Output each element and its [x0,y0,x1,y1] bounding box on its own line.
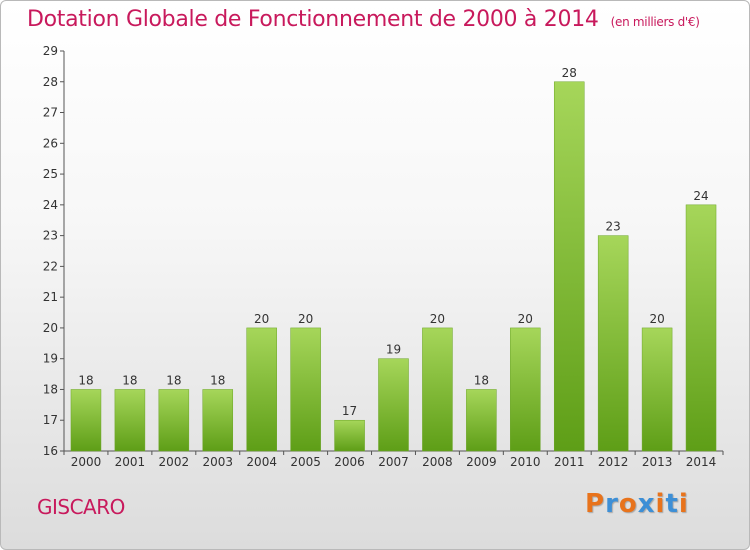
bar-value-label: 18 [210,373,225,387]
bar-value-label: 17 [342,404,357,418]
bar-2012 [597,235,629,452]
x-tick-label: 2012 [598,455,629,469]
logo-letter: r [605,489,619,519]
y-tick-label: 17 [43,413,58,427]
y-tick-label: 22 [43,259,58,273]
bar-value-label: 18 [78,373,93,387]
y-tick-label: 19 [43,352,58,366]
bar-2003 [202,389,234,452]
x-tick-label: 2013 [642,455,673,469]
y-tick-label: 24 [43,198,58,212]
bar-value-label: 19 [386,343,401,357]
logo-letter: i [678,489,689,519]
x-tick-label: 2004 [246,455,277,469]
bar-value-label: 24 [693,189,708,203]
bar-value-label: 20 [430,312,445,326]
y-tick-label: 18 [43,382,58,396]
bar-value-label: 18 [166,373,181,387]
bar-value-label: 28 [562,66,577,80]
x-tick-label: 2000 [71,455,102,469]
x-tick-label: 2005 [290,455,321,469]
y-tick-label: 16 [43,444,58,458]
bar-2007 [378,358,409,452]
y-tick-label: 21 [43,290,58,304]
bar-2013 [641,327,673,452]
x-tick-label: 2008 [422,455,453,469]
logo-letter: P [585,489,606,519]
y-tick-label: 23 [43,229,58,243]
bar-2011 [553,81,585,452]
logo-letter: o [618,489,638,519]
bar-2004 [246,327,277,452]
logo-letter: i [655,489,666,519]
commune-name: GISCARO [37,495,125,519]
chart-title-text: Dotation Globale de Fonctionnement de 20… [27,7,599,32]
bar-2010 [510,327,541,452]
bar-2005 [290,327,321,452]
y-tick-label: 20 [43,321,58,335]
bar-2008 [422,327,453,452]
bar-value-label: 20 [518,312,533,326]
bar-value-label: 20 [298,312,313,326]
bar-value-label: 23 [606,220,621,234]
y-tick-label: 26 [43,136,58,150]
bar-2014 [685,204,717,452]
bar-value-label: 20 [649,312,664,326]
x-tick-label: 2002 [159,455,190,469]
y-tick-label: 27 [43,106,58,120]
x-tick-label: 2006 [334,455,365,469]
logo-letter: x [637,489,656,519]
y-tick-label: 29 [43,44,58,58]
x-tick-label: 2001 [115,455,146,469]
axes: 16 17 18 19 20 21 22 23 24 25 26 27 28 29 2000 2001 2002… [43,44,724,469]
x-tick-label: 2014 [686,455,717,469]
chart-unit: (en milliers d'€) [610,15,700,29]
bar-value-label: 20 [254,312,269,326]
bar-2002 [158,389,190,452]
chart-title: Dotation Globale de Fonctionnement de 20… [27,7,700,32]
x-tick-label: 2010 [510,455,541,469]
y-tick-label: 25 [43,167,58,181]
bars: 18 18 18 18 20 20 17 19 20 18 20 28 23 20 24 [70,66,717,452]
bar-2001 [114,389,146,452]
bar-2006 [334,419,365,452]
bar-value-label: 18 [474,373,489,387]
bar-value-label: 18 [122,373,137,387]
x-tick-label: 2011 [554,455,585,469]
proxiti-logo[interactable]: Proxiti [585,489,689,519]
x-tick-label: 2003 [202,455,233,469]
y-tick-label: 28 [43,75,58,89]
x-tick-label: 2007 [378,455,409,469]
bar-2000 [70,389,102,452]
logo-letter: t [665,489,679,519]
x-tick-label: 2009 [466,455,497,469]
bar-2009 [466,389,497,452]
